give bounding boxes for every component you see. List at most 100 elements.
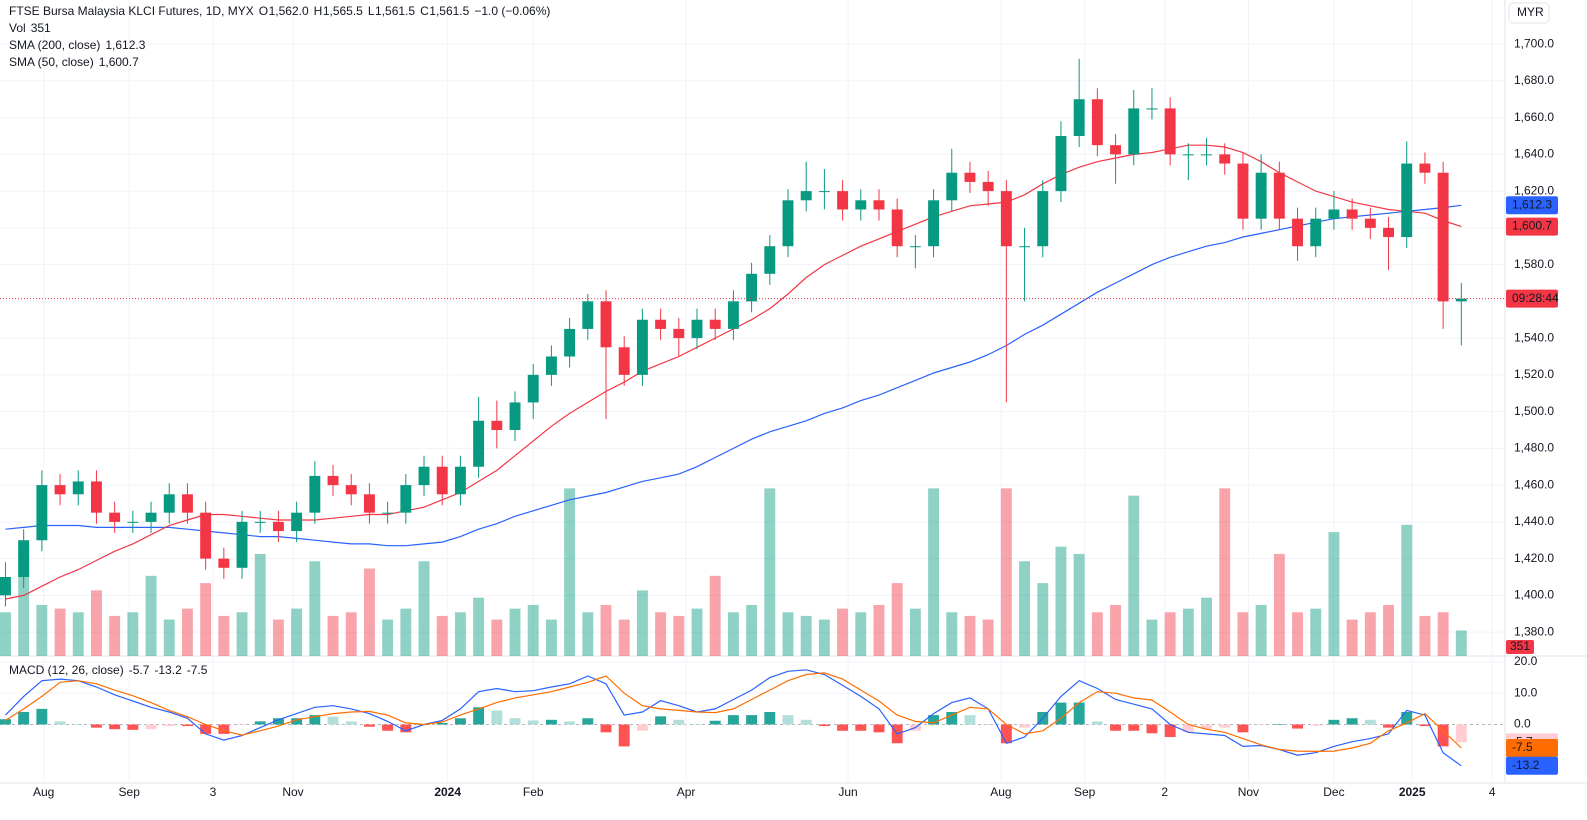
candle-body	[1437, 172, 1449, 302]
volume-bar	[254, 553, 266, 656]
macd-histogram-bar	[1437, 724, 1449, 747]
volume-bar	[0, 612, 11, 656]
candle-body	[291, 512, 303, 532]
candle-body	[254, 521, 266, 523]
x-tick-label: Sep	[119, 785, 141, 799]
macd-histogram-bar	[545, 719, 557, 725]
volume-bar	[636, 590, 648, 656]
macd-histogram-bar	[1146, 724, 1158, 734]
macd-histogram-bar	[1091, 721, 1103, 725]
macd-histogram-bar	[1182, 724, 1194, 733]
volume-bar	[400, 608, 412, 656]
macd-histogram-bar	[673, 719, 685, 725]
x-tick-label: Sep	[1074, 785, 1096, 799]
macd-histogram-bar	[1000, 724, 1012, 744]
y-tick-label: 1,580.0	[1514, 257, 1554, 271]
volume-bar	[1237, 612, 1249, 656]
volume-bar	[909, 608, 921, 656]
macd-histogram-bar	[127, 724, 139, 730]
macd-histogram-bar	[1328, 719, 1340, 725]
candle-body	[1128, 108, 1140, 155]
candle-body	[782, 200, 794, 247]
macd-histogram-bar	[1201, 724, 1213, 730]
legend-text: C	[420, 4, 429, 18]
sma-price-tag: 1,600.7	[1512, 219, 1552, 233]
volume-bar	[309, 561, 321, 656]
volume-bar	[1328, 532, 1340, 656]
macd-histogram-bar	[746, 715, 758, 725]
candle-body	[691, 319, 703, 339]
volume-bar	[782, 612, 794, 656]
candle-body	[218, 558, 230, 568]
volume-bar	[873, 604, 885, 656]
candle-body	[200, 512, 212, 559]
macd-histogram-bar	[163, 724, 175, 727]
sma-price-tag-bg	[1506, 217, 1558, 236]
macd-histogram-bar	[1419, 724, 1431, 727]
volume-bar	[36, 604, 48, 656]
volume-bar	[382, 619, 394, 656]
candle-body	[454, 466, 466, 495]
macd-histogram-bar	[18, 711, 30, 725]
macd-histogram-bar	[1346, 718, 1358, 725]
volume-bar	[1292, 612, 1303, 656]
candle-body	[1237, 163, 1249, 219]
sma-line	[5, 204, 1462, 547]
legend-text: 1,561.5	[429, 4, 469, 18]
macd-tag-bg	[1506, 756, 1558, 775]
macd-histogram-bar	[400, 724, 412, 733]
x-tick-label: 4	[1489, 785, 1496, 799]
volume-bar	[1346, 619, 1358, 656]
x-tick-label: 2024	[434, 785, 461, 799]
y-tick-label: 1,640.0	[1514, 147, 1554, 161]
volume-bar	[818, 619, 830, 656]
candle-body	[127, 521, 139, 523]
macd-histogram-bar	[600, 724, 612, 733]
candle-body	[709, 319, 721, 329]
macd-histogram-bar	[564, 721, 576, 725]
macd-histogram-bar	[254, 721, 266, 725]
x-tick-label: Nov	[282, 785, 303, 799]
candle-body	[1273, 172, 1285, 219]
macd-histogram-bar	[436, 722, 448, 725]
macd-histogram-bar	[582, 718, 594, 725]
x-tick-label: Dec	[1323, 785, 1344, 799]
volume-bar	[982, 619, 994, 656]
candle-body	[727, 301, 739, 329]
volume-bar	[837, 608, 849, 656]
macd-histogram-bar	[72, 724, 84, 726]
volume-bar	[655, 612, 667, 656]
volume-bar	[1182, 608, 1194, 656]
volume-bar	[564, 488, 576, 656]
macd-histogram-bar	[54, 721, 66, 725]
candle-body	[0, 576, 11, 596]
macd-histogram-bar	[1128, 724, 1140, 731]
macd-histogram-bar	[527, 720, 539, 725]
currency: MYR	[1517, 5, 1544, 19]
volume-bar	[891, 583, 903, 656]
candle-body	[1055, 135, 1067, 192]
volume-bar	[473, 597, 485, 656]
legend: FTSE Bursa Malaysia KLCI Futures, 1D, MY…	[9, 4, 550, 677]
y-tick-label: 1,660.0	[1514, 110, 1554, 124]
volume-bar	[90, 590, 102, 656]
macd-histogram-bar	[0, 719, 11, 725]
sma-price-tag-bg	[1506, 196, 1558, 215]
candle-body	[400, 485, 412, 513]
x-tick-label: Aug	[990, 785, 1011, 799]
macd-histogram-bar	[454, 718, 466, 725]
volume-bar	[600, 604, 612, 656]
candle-body	[163, 494, 175, 513]
candle-body	[1419, 163, 1431, 173]
y-tick-label: 1,500.0	[1514, 404, 1554, 418]
volume-bar	[1255, 604, 1267, 656]
volume-bar	[436, 615, 448, 656]
macd-histogram-bar	[382, 724, 394, 731]
candle-body	[109, 512, 121, 522]
candle-body	[509, 402, 521, 430]
candle-body	[564, 328, 576, 357]
candle-body	[1110, 145, 1122, 155]
volume-bar	[109, 615, 121, 656]
macd-histogram-bar	[272, 718, 284, 725]
candle-body	[600, 301, 612, 348]
